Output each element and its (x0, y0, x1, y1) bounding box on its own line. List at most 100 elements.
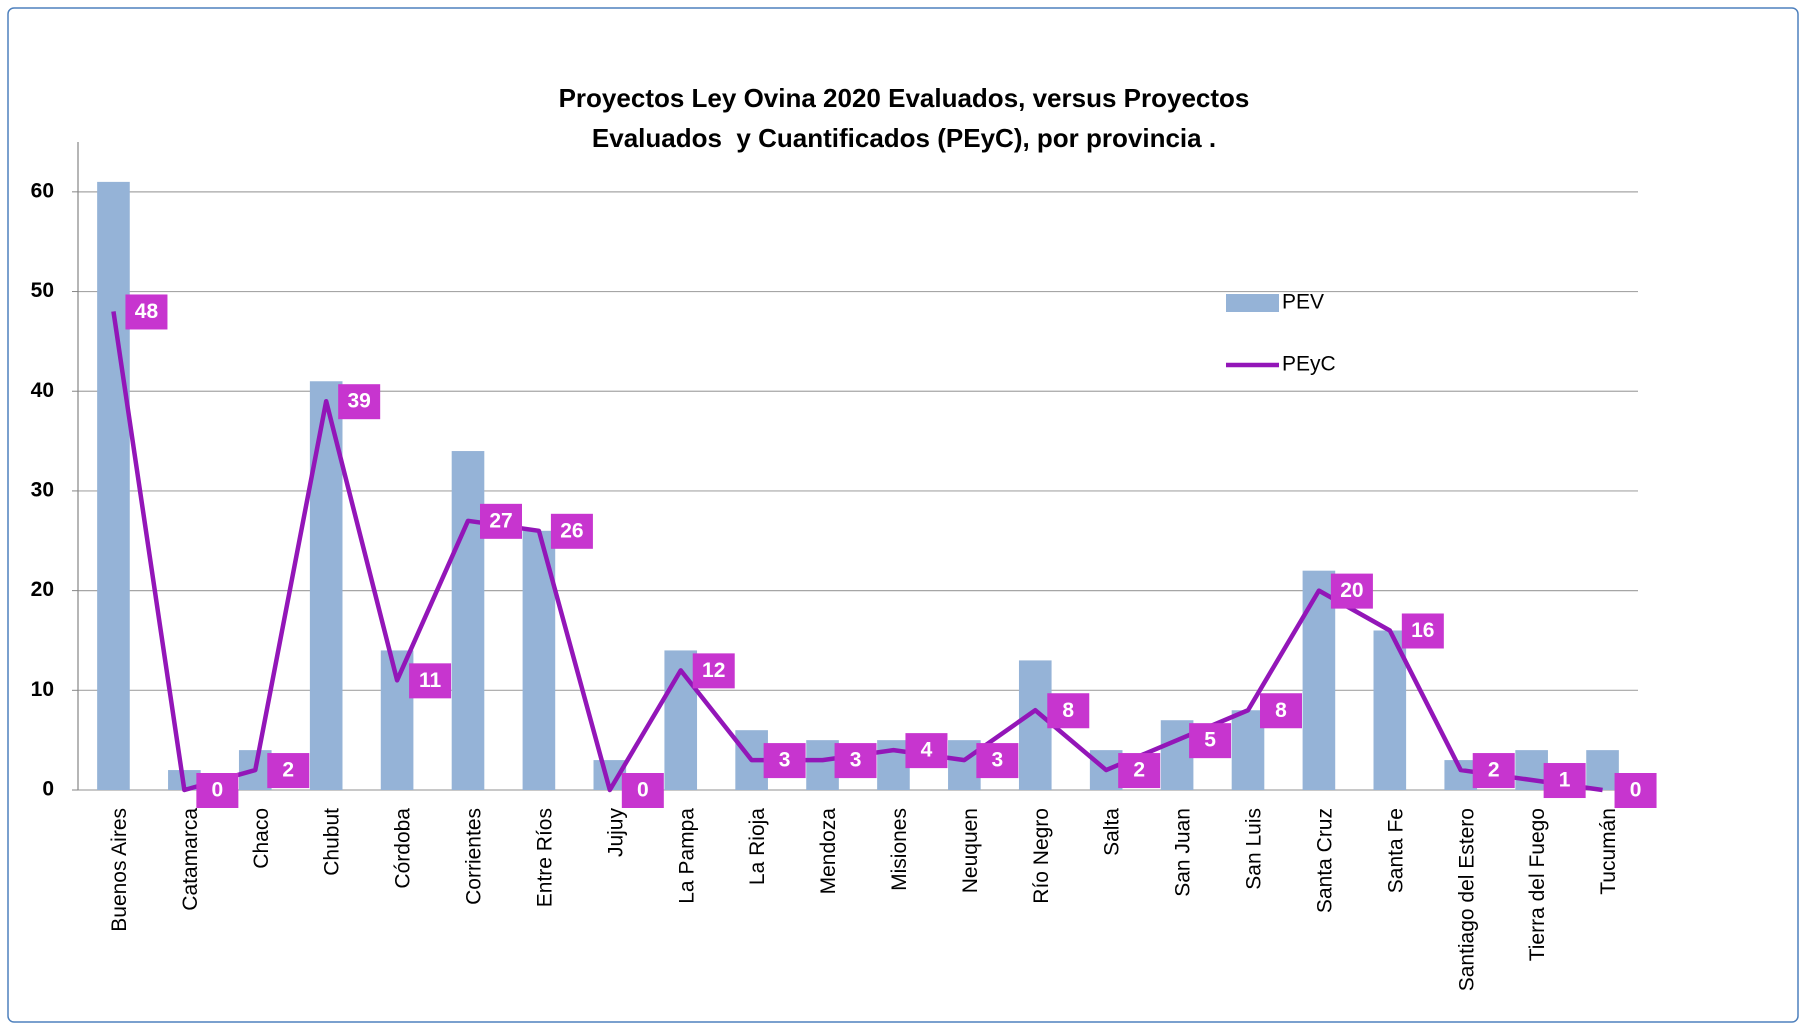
data-label-text: 48 (135, 300, 159, 323)
data-label-box (550, 513, 593, 549)
bar (97, 181, 130, 790)
data-label: 26 (550, 513, 593, 549)
data-label-text: 8 (1275, 699, 1287, 722)
x-tick-label: Chubut (321, 808, 344, 876)
data-label-text: 3 (850, 749, 862, 772)
data-label: 5 (1189, 723, 1232, 759)
data-label-text: 5 (1204, 729, 1216, 752)
data-label-text: 3 (779, 749, 791, 772)
x-tick-label: Santa Cruz (1313, 808, 1336, 913)
data-label-box (976, 743, 1019, 779)
x-tick-label: Mendoza (817, 808, 840, 895)
data-label: 48 (125, 294, 168, 330)
bar (1373, 630, 1407, 790)
data-label-box (1543, 763, 1586, 799)
bar (1586, 750, 1619, 790)
data-label-box (1330, 573, 1373, 609)
data-label-box (1189, 723, 1232, 759)
data-label: 0 (196, 773, 239, 808)
data-label: 3 (834, 743, 877, 779)
bar (1231, 710, 1265, 790)
bar (877, 740, 910, 790)
x-tick-label: Tierra del Fuego (1526, 808, 1549, 961)
data-label-text: 11 (419, 669, 442, 692)
data-label-box (480, 503, 522, 539)
y-tick-label: 30 (31, 478, 54, 501)
x-tick-label: San Juan (1172, 808, 1195, 897)
legend-label: PEV (1282, 291, 1324, 314)
x-tick-label: Río Negro (1030, 808, 1053, 904)
data-label-text: 27 (489, 509, 512, 532)
x-tick-label: Corrientes (463, 808, 486, 905)
data-label-box (1260, 693, 1302, 729)
data-label-text: 0 (1630, 779, 1642, 802)
data-label-box (763, 743, 806, 779)
x-tick-label: Córdoba (392, 808, 415, 889)
data-label-text: 2 (1133, 759, 1145, 782)
data-label: 12 (692, 653, 735, 689)
chart-frame (7, 7, 1799, 1023)
y-tick-label: 50 (31, 279, 54, 302)
data-label-text: 0 (212, 779, 224, 802)
data-label: 27 (480, 503, 522, 539)
chart-title: Proyectos Ley Ovina 2020 Evaluados, vers… (558, 83, 1257, 153)
bar (1444, 760, 1478, 790)
data-label-box (905, 733, 948, 769)
data-label-box (267, 753, 310, 789)
data-label-box (1614, 773, 1657, 808)
x-tick-label: Misiones (888, 808, 911, 891)
data-label-text: 3 (992, 749, 1004, 772)
data-label: 3 (976, 743, 1019, 779)
data-label: 8 (1260, 693, 1302, 729)
x-tick-label: Santiago del Estero (1455, 808, 1478, 991)
data-label-text: 20 (1340, 579, 1363, 602)
data-label-text: 2 (1488, 759, 1500, 782)
data-label-text: 16 (1411, 619, 1434, 642)
y-tick-label: 10 (31, 678, 54, 701)
data-label: 2 (1118, 753, 1161, 789)
x-tick-label: Neuquen (959, 808, 982, 893)
data-label: 0 (1614, 773, 1657, 808)
x-tick-label: Salta (1101, 808, 1124, 856)
data-label-box (1047, 693, 1090, 729)
data-label-text: 8 (1062, 699, 1074, 722)
bar (1018, 660, 1052, 790)
data-label-box (1118, 753, 1161, 789)
data-label-text: 1 (1559, 769, 1571, 792)
data-label: 2 (1472, 753, 1515, 789)
x-tick-label: Catamarca (179, 808, 202, 911)
data-label-text: 4 (921, 739, 933, 762)
data-label-text: 0 (637, 779, 649, 802)
x-tick-label: Santa Fe (1384, 808, 1407, 893)
legend-label: PEyC (1282, 353, 1336, 376)
x-tick-label: La Rioja (746, 808, 769, 885)
bar (451, 451, 485, 790)
legend-swatch (1226, 294, 1279, 312)
y-tick-label: 20 (31, 578, 54, 601)
data-label-text: 12 (702, 659, 725, 682)
x-tick-label: Tucumán (1597, 808, 1620, 895)
data-label-text: 39 (348, 390, 371, 413)
data-label-box (1472, 753, 1515, 789)
data-label: 20 (1330, 573, 1373, 609)
data-label: 16 (1401, 613, 1444, 649)
bar (948, 740, 981, 790)
data-label: 4 (905, 733, 948, 769)
bar (1515, 750, 1548, 790)
bar (1302, 570, 1336, 790)
x-tick-label: Buenos Aires (108, 808, 131, 932)
data-label: 2 (267, 753, 310, 789)
data-label-box (1401, 613, 1444, 649)
y-tick-label: 40 (31, 379, 54, 402)
x-tick-label: Chaco (250, 808, 273, 869)
data-label: 39 (338, 384, 381, 420)
data-label-box (409, 663, 452, 699)
x-tick-label: Jujuy (604, 808, 627, 858)
data-label-box (692, 653, 735, 689)
x-tick-label: Entre Ríos (533, 808, 556, 907)
bar (1160, 720, 1194, 790)
data-label: 8 (1047, 693, 1090, 729)
data-label-box (125, 294, 168, 330)
